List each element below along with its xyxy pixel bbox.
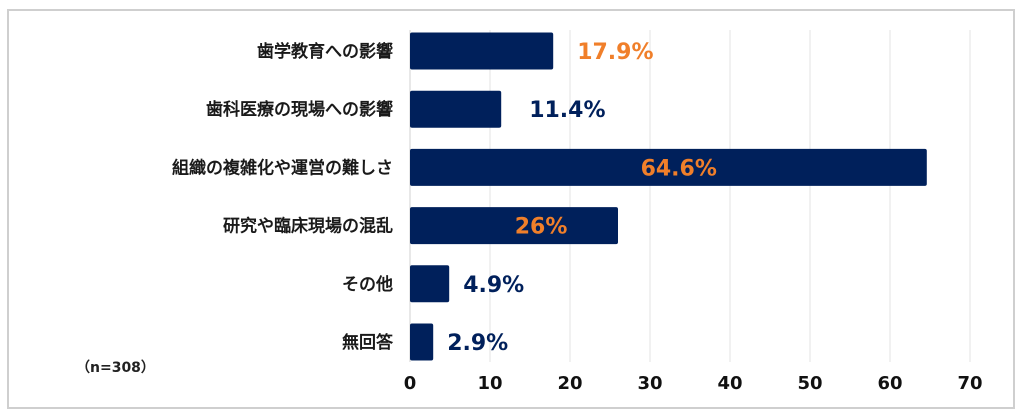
bar <box>410 207 618 245</box>
chart-frame <box>7 9 1015 409</box>
category-label: 組織の複雑化や運営の難しさ <box>172 157 393 178</box>
category-label: 無回答 <box>342 332 394 353</box>
bar <box>410 148 927 186</box>
bar <box>410 90 502 128</box>
x-tick-label: 10 <box>477 373 502 394</box>
x-tick-label: 0 <box>404 373 417 394</box>
bar <box>410 265 450 303</box>
data-label: 64.6% <box>641 156 717 181</box>
x-tick-label: 30 <box>637 373 662 394</box>
data-label: 4.9% <box>463 273 524 298</box>
data-label: 17.9% <box>577 40 653 65</box>
data-label: 11.4% <box>529 98 605 123</box>
category-label: 歯学教育への影響 <box>257 41 393 62</box>
category-label: その他 <box>342 274 393 295</box>
category-label: 研究や臨床現場の混乱 <box>223 216 393 237</box>
sample-size-note: （n=308） <box>76 360 155 376</box>
x-tick-label: 20 <box>557 373 582 394</box>
category-label: 歯科医療の現場への影響 <box>206 99 393 120</box>
x-tick-label: 70 <box>957 373 982 394</box>
x-tick-label: 40 <box>717 373 742 394</box>
x-tick-label: 60 <box>877 373 902 394</box>
data-label: 26% <box>515 215 568 240</box>
data-label: 2.9% <box>447 331 508 356</box>
bar <box>410 323 434 361</box>
x-tick-label: 50 <box>797 373 822 394</box>
bar <box>410 32 554 70</box>
